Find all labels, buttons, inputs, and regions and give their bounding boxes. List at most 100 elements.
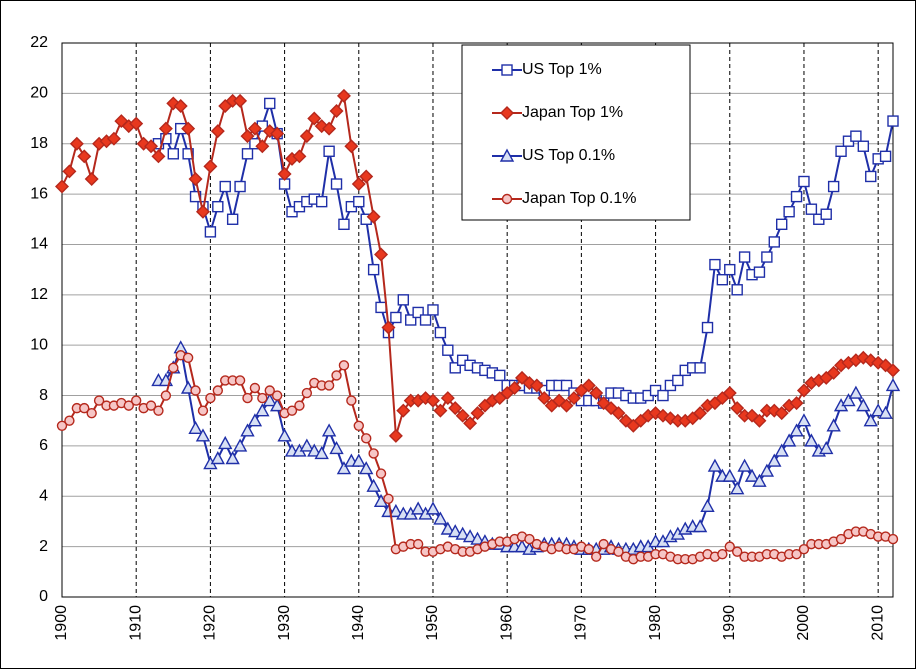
marker — [522, 375, 537, 390]
marker — [182, 352, 194, 363]
y-tick-label: 2 — [39, 538, 48, 555]
marker — [353, 195, 365, 208]
marker — [307, 111, 322, 126]
marker — [314, 446, 329, 460]
marker — [730, 401, 745, 416]
marker — [56, 420, 68, 431]
marker — [774, 406, 789, 421]
marker — [591, 551, 602, 562]
marker — [870, 403, 886, 417]
marker — [514, 539, 530, 553]
x-tick-label: 1930 — [276, 605, 293, 641]
marker — [826, 418, 841, 432]
marker — [724, 263, 736, 276]
y-tick-label: 8 — [39, 387, 48, 404]
marker — [368, 448, 379, 459]
marker — [781, 433, 797, 447]
marker — [210, 124, 225, 139]
marker — [323, 380, 335, 391]
legend-label: US Top 1% — [522, 61, 602, 78]
marker — [596, 396, 611, 411]
marker — [730, 481, 745, 495]
marker — [218, 435, 233, 450]
x-tick-label: 1990 — [721, 605, 738, 641]
y-tick-label: 22 — [30, 34, 48, 51]
marker — [397, 294, 410, 306]
marker — [887, 533, 899, 545]
marker — [315, 195, 328, 208]
marker — [798, 543, 810, 555]
marker — [790, 190, 803, 203]
marker — [819, 440, 834, 455]
marker — [212, 385, 224, 396]
marker — [123, 400, 134, 411]
marker — [455, 408, 470, 423]
marker — [494, 369, 506, 382]
marker — [731, 546, 743, 557]
marker — [722, 386, 737, 401]
marker — [707, 458, 723, 472]
marker — [418, 391, 433, 406]
marker — [375, 468, 387, 479]
marker — [160, 390, 172, 401]
y-tick-label: 14 — [30, 236, 48, 253]
marker — [410, 501, 426, 515]
marker — [330, 178, 343, 190]
marker — [470, 406, 485, 421]
marker — [738, 251, 751, 263]
marker — [286, 405, 298, 416]
marker — [604, 401, 619, 416]
marker — [783, 206, 795, 218]
x-tick-label: 2000 — [795, 605, 812, 641]
marker — [768, 236, 780, 248]
marker — [241, 148, 254, 160]
marker — [158, 121, 173, 136]
marker — [796, 383, 811, 398]
marker — [405, 314, 417, 326]
marker — [804, 433, 819, 447]
marker — [205, 392, 216, 404]
x-tick-label: 1970 — [573, 605, 590, 641]
marker — [613, 546, 624, 557]
marker — [361, 433, 372, 444]
marker — [863, 413, 878, 427]
marker — [433, 403, 448, 418]
marker — [264, 97, 276, 110]
marker — [359, 169, 374, 184]
marker — [277, 428, 292, 442]
x-tick-label: 1940 — [350, 605, 367, 641]
marker — [448, 524, 463, 538]
marker — [168, 362, 179, 374]
marker — [301, 387, 313, 399]
x-tick-label: 1920 — [202, 605, 219, 641]
marker — [242, 392, 253, 404]
legend: US Top 1% Japan Top 1% US Top 0.1% Japan To… — [461, 44, 691, 221]
marker — [173, 98, 188, 113]
marker — [559, 398, 574, 413]
marker — [336, 88, 351, 103]
marker — [390, 311, 402, 324]
legend-label: Japan Top 0.1% — [522, 190, 636, 207]
marker — [388, 503, 404, 518]
marker — [717, 548, 728, 560]
marker — [106, 131, 121, 146]
marker — [692, 519, 708, 533]
marker — [427, 304, 439, 316]
marker — [448, 401, 463, 416]
marker — [412, 306, 424, 319]
y-tick-label: 16 — [30, 185, 48, 202]
marker — [611, 406, 626, 421]
marker — [709, 258, 721, 271]
marker — [419, 314, 432, 326]
marker — [321, 423, 337, 437]
y-tick-label: 10 — [30, 336, 48, 353]
marker — [55, 179, 69, 194]
marker — [247, 413, 263, 427]
marker — [255, 403, 270, 417]
x-tick-label: 1900 — [53, 605, 70, 641]
marker — [264, 385, 275, 396]
legend-marker — [501, 193, 513, 205]
marker — [188, 420, 203, 434]
legend-marker — [501, 64, 513, 76]
marker — [299, 438, 315, 452]
